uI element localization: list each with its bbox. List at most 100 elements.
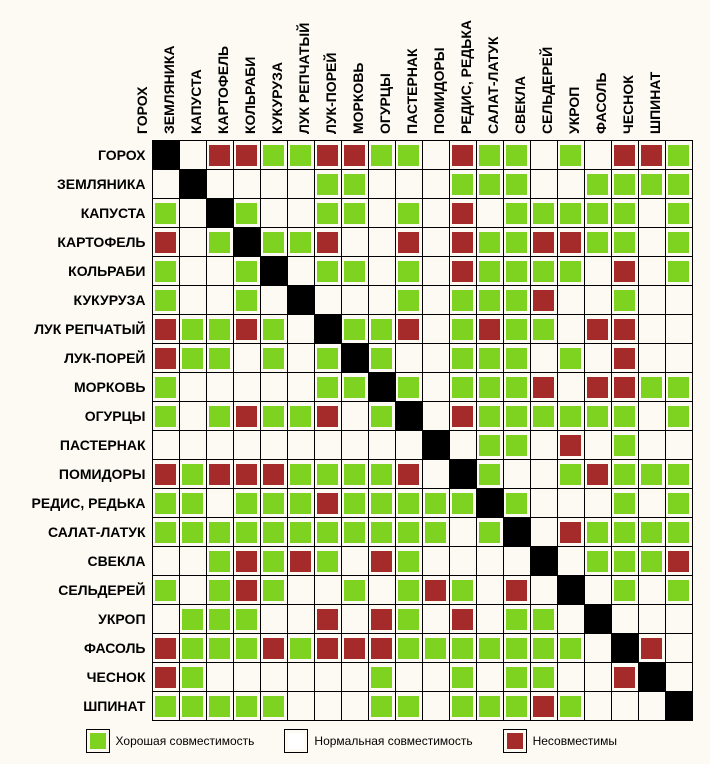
cell-swatch — [155, 522, 176, 543]
col-header-label: ЗЕМЛЯНИКА — [161, 46, 177, 134]
matrix-cell — [557, 460, 584, 489]
cell-swatch — [371, 493, 392, 514]
cell-swatch — [371, 609, 392, 630]
cell-swatch — [452, 406, 473, 427]
matrix-cell — [179, 460, 206, 489]
table-row: КОЛЬРАБИ — [10, 257, 692, 286]
cell-swatch — [587, 551, 608, 572]
matrix-cell — [422, 634, 449, 663]
matrix-cell — [314, 547, 341, 576]
cell-swatch — [668, 551, 689, 572]
matrix-cell — [503, 170, 530, 199]
matrix-cell — [341, 547, 368, 576]
cell-swatch — [290, 522, 311, 543]
cell-swatch — [344, 580, 365, 601]
matrix-cell — [476, 257, 503, 286]
matrix-cell — [152, 460, 179, 489]
matrix-cell — [530, 315, 557, 344]
cell-swatch — [425, 493, 446, 514]
matrix-cell — [476, 141, 503, 170]
matrix-cell — [449, 431, 476, 460]
matrix-cell — [638, 170, 665, 199]
cell-swatch — [452, 667, 473, 688]
matrix-cell — [152, 228, 179, 257]
matrix-cell — [287, 431, 314, 460]
cell-swatch — [560, 406, 581, 427]
matrix-cell — [287, 315, 314, 344]
matrix-cell — [206, 170, 233, 199]
matrix-cell — [638, 373, 665, 402]
cell-swatch — [668, 522, 689, 543]
col-header-label: КАПУСТА — [188, 69, 204, 134]
matrix-cell — [530, 605, 557, 634]
cell-swatch — [560, 232, 581, 253]
cell-swatch — [668, 232, 689, 253]
matrix-cell — [260, 170, 287, 199]
col-header-label: КУКУРУЗА — [269, 62, 285, 134]
matrix-cell — [422, 402, 449, 431]
cell-swatch — [371, 667, 392, 688]
cell-swatch — [344, 145, 365, 166]
cell-swatch — [290, 406, 311, 427]
cell-swatch — [560, 638, 581, 659]
cell-swatch — [263, 696, 284, 717]
matrix-cell — [152, 199, 179, 228]
cell-swatch — [155, 290, 176, 311]
matrix-cell — [233, 286, 260, 315]
cell-swatch — [209, 145, 230, 166]
cell-swatch — [290, 493, 311, 514]
matrix-cell — [341, 344, 368, 373]
cell-swatch — [155, 348, 176, 369]
matrix-cell — [665, 315, 692, 344]
matrix-cell — [287, 576, 314, 605]
cell-swatch — [371, 638, 392, 659]
matrix-cell — [476, 431, 503, 460]
cell-swatch — [560, 522, 581, 543]
matrix-cell — [638, 286, 665, 315]
cell-swatch — [668, 464, 689, 485]
cell-swatch — [182, 638, 203, 659]
cell-swatch — [317, 348, 338, 369]
matrix-cell — [422, 518, 449, 547]
cell-swatch — [560, 261, 581, 282]
matrix-cell — [368, 257, 395, 286]
matrix-cell — [314, 634, 341, 663]
cell-swatch — [398, 696, 419, 717]
matrix-cell — [287, 257, 314, 286]
matrix-cell — [152, 344, 179, 373]
cell-swatch — [614, 522, 635, 543]
matrix-cell — [503, 257, 530, 286]
cell-swatch — [614, 145, 635, 166]
matrix-cell — [422, 228, 449, 257]
matrix-cell — [611, 344, 638, 373]
matrix-cell — [395, 257, 422, 286]
matrix-cell — [422, 141, 449, 170]
cell-swatch — [290, 464, 311, 485]
cell-swatch — [155, 638, 176, 659]
cell-swatch — [209, 551, 230, 572]
cell-swatch — [236, 580, 257, 601]
row-label: ЧЕСНОК — [10, 663, 152, 692]
row-label: ЛУК-ПОРЕЙ — [10, 344, 152, 373]
matrix-cell — [233, 489, 260, 518]
cell-swatch — [452, 377, 473, 398]
cell-swatch — [641, 522, 662, 543]
matrix-cell — [314, 286, 341, 315]
matrix-cell — [611, 315, 638, 344]
matrix-cell — [530, 228, 557, 257]
table-row: ГОРОХ — [10, 141, 692, 170]
matrix-cell — [260, 141, 287, 170]
matrix-cell — [530, 576, 557, 605]
matrix-cell — [152, 518, 179, 547]
matrix-cell — [233, 257, 260, 286]
matrix-cell — [179, 402, 206, 431]
matrix-cell — [503, 373, 530, 402]
matrix-cell — [422, 170, 449, 199]
matrix-cell — [584, 315, 611, 344]
matrix-cell — [476, 692, 503, 721]
cell-swatch — [668, 203, 689, 224]
legend-good-swatch — [90, 733, 106, 749]
col-header-label: ПОМИДОРЫ — [431, 47, 447, 134]
matrix-cell — [341, 315, 368, 344]
cell-swatch — [182, 609, 203, 630]
